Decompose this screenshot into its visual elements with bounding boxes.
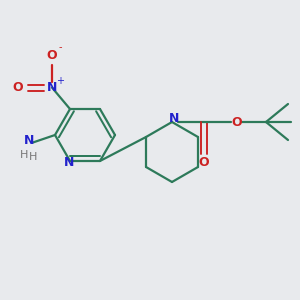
Text: N: N <box>169 112 179 124</box>
Text: H: H <box>28 152 37 162</box>
Text: O: O <box>199 155 209 169</box>
Text: O: O <box>47 49 57 62</box>
Text: -: - <box>58 43 62 52</box>
Text: O: O <box>232 116 242 128</box>
Text: +: + <box>56 76 64 85</box>
Text: H: H <box>20 150 28 160</box>
Text: N: N <box>64 157 74 169</box>
Text: N: N <box>47 81 57 94</box>
Text: O: O <box>13 81 23 94</box>
Text: N: N <box>23 134 34 147</box>
